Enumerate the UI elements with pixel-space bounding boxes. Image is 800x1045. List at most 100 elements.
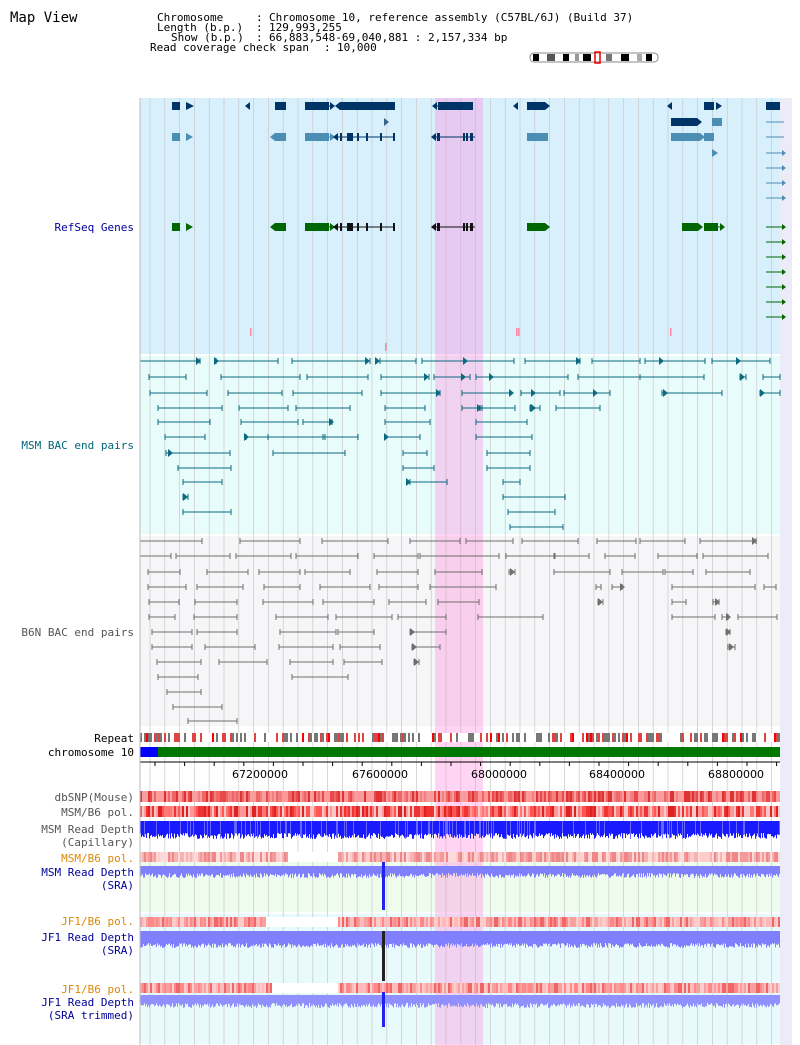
depth-bar <box>559 866 560 875</box>
heat-cell <box>416 791 418 802</box>
heat-cell <box>242 983 244 993</box>
heat-cell <box>410 791 412 802</box>
depth-bar <box>369 821 370 834</box>
depth-bar <box>560 995 561 1004</box>
depth-bar <box>453 821 454 838</box>
depth-bar <box>341 931 342 945</box>
depth-bar <box>272 821 273 838</box>
depth-bar <box>713 821 714 838</box>
heat-cell <box>408 852 410 862</box>
depth-bar <box>173 866 174 875</box>
heat-cell <box>140 852 142 862</box>
heat-cell <box>300 791 302 802</box>
depth-bar <box>249 866 250 878</box>
heat-cell <box>158 983 160 993</box>
depth-bar <box>346 995 347 1004</box>
heat-cell <box>258 806 260 817</box>
depth-bar <box>160 931 161 947</box>
depth-bar <box>457 866 458 877</box>
depth-bar <box>776 931 777 945</box>
heat-cell <box>186 917 188 927</box>
depth-bar <box>684 821 685 838</box>
heat-cell <box>192 917 194 927</box>
heat-cell <box>662 852 664 862</box>
repeat-block <box>684 733 686 742</box>
depth-bar <box>176 866 177 877</box>
depth-bar <box>364 866 365 876</box>
depth-bar <box>272 931 273 948</box>
depth-bar <box>492 995 493 1005</box>
depth-bar <box>644 931 645 947</box>
repeat-block <box>450 733 452 742</box>
depth-bar <box>706 821 707 836</box>
depth-bar <box>705 866 706 874</box>
depth-bar <box>494 931 495 947</box>
depth-bar <box>484 866 485 878</box>
heat-cell <box>296 806 298 817</box>
depth-bar <box>189 866 190 876</box>
depth-bar <box>477 821 478 835</box>
depth-bar <box>278 821 279 834</box>
depth-bar <box>628 866 629 874</box>
depth-bar <box>249 821 250 836</box>
depth-bar <box>196 931 197 948</box>
heat-cell <box>618 917 620 927</box>
repeat-block <box>640 733 642 742</box>
heat-cell <box>446 917 448 927</box>
heat-cell <box>526 917 528 927</box>
depth-bar <box>502 821 503 838</box>
depth-bar <box>463 995 464 1007</box>
repeat-block <box>170 733 172 742</box>
heat-cell <box>344 791 346 802</box>
heat-cell <box>330 852 332 862</box>
depth-bar <box>221 931 222 948</box>
repeat-block <box>308 733 310 742</box>
depth-bar <box>291 821 292 839</box>
depth-bar <box>292 821 293 838</box>
depth-bar <box>766 821 767 839</box>
heat-cell <box>534 806 536 817</box>
depth-bar <box>530 821 531 835</box>
heat-cell <box>346 806 348 817</box>
heat-cell <box>520 791 522 802</box>
heat-cell <box>204 852 206 862</box>
heat-cell <box>360 852 362 862</box>
heat-cell <box>564 917 566 927</box>
depth-bar <box>380 821 381 836</box>
heat-cell <box>562 791 564 802</box>
heat-cell <box>194 917 196 927</box>
depth-bar <box>217 995 218 1004</box>
depth-bar <box>510 931 511 946</box>
gene-exon <box>438 102 473 110</box>
depth-bar <box>220 866 221 874</box>
heat-cell <box>522 983 524 993</box>
heat-cell <box>608 791 610 802</box>
depth-bar <box>600 931 601 944</box>
heat-cell <box>540 791 542 802</box>
depth-bar <box>334 821 335 839</box>
depth-bar <box>738 931 739 947</box>
depth-bar <box>500 821 501 837</box>
depth-bar <box>398 995 399 1008</box>
depth-bar <box>309 931 310 948</box>
msm-bac-pair-arrow <box>168 449 173 457</box>
heat-cell <box>512 983 514 993</box>
heat-cell <box>448 917 450 927</box>
heat-cell <box>740 852 742 862</box>
repeat-block <box>376 733 378 742</box>
depth-bar <box>668 931 669 947</box>
gene-exon <box>380 223 382 231</box>
depth-bar <box>338 995 339 1007</box>
heat-cell <box>270 917 272 927</box>
heat-cell <box>736 806 738 817</box>
depth-bar <box>572 866 573 874</box>
depth-bar <box>555 866 556 876</box>
b6n-bac-pair-arrow <box>729 643 734 651</box>
heat-cell <box>716 917 718 927</box>
depth-bar <box>607 995 608 1006</box>
repeat-block <box>350 733 352 742</box>
depth-bar <box>667 821 668 834</box>
heat-cell <box>452 917 454 927</box>
depth-bar <box>615 931 616 946</box>
